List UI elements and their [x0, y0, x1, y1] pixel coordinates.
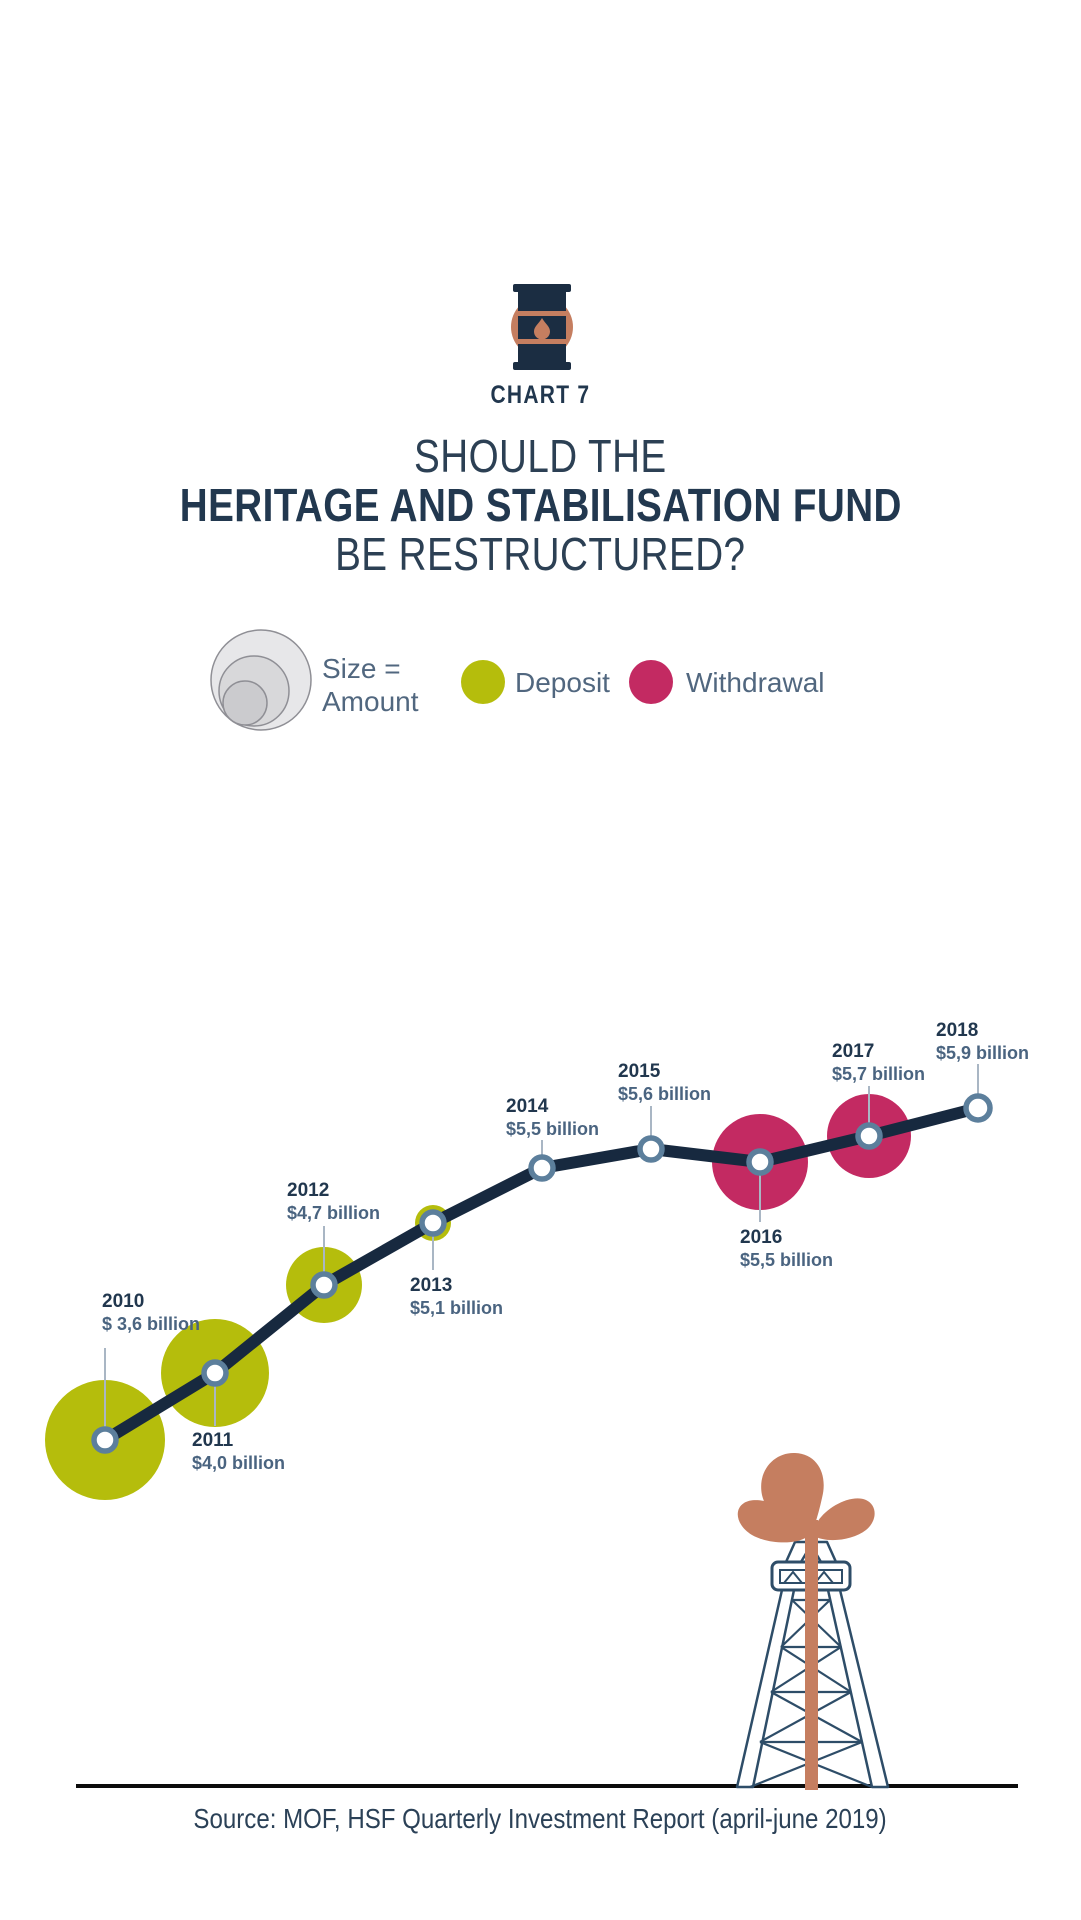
deposit-legend-swatch [461, 660, 505, 704]
label-connectors [104, 1064, 979, 1428]
point-label-2014: 2014 $5,5 billion [506, 1096, 600, 1139]
data-point-markers [91, 1093, 993, 1454]
ground-baseline [76, 1784, 1018, 1788]
legend-size-label: Size = Amount [322, 653, 419, 717]
point-label-2011: 2011 $4,0 billion [192, 1430, 286, 1473]
point-label-2018: 2018 $5,9 billion [936, 1020, 1030, 1063]
point-label-2015: 2015 $5,6 billion [618, 1061, 712, 1104]
withdrawal-legend-swatch [629, 660, 673, 704]
oil-derrick-icon [735, 1452, 890, 1790]
page-title-line1: SHOULD THE [414, 430, 667, 482]
point-label-2012: 2012 $4,7 billion [287, 1180, 381, 1223]
size-amount-bubbles-icon [210, 629, 312, 731]
deposit-legend-label: Deposit [515, 667, 610, 698]
page-title-line2: HERITAGE AND STABILISATION FUND [179, 479, 902, 531]
point-label-2016: 2016 $5,5 billion [740, 1227, 834, 1270]
oil-barrel-icon [511, 284, 573, 370]
oil-gusher-icon [737, 1452, 875, 1543]
point-label-2013: 2013 $5,1 billion [410, 1275, 504, 1318]
point-label-2017: 2017 $5,7 billion [832, 1041, 926, 1084]
oil-drop-icon [534, 318, 550, 340]
point-label-2010: 2010 $ 3,6 billion [102, 1291, 201, 1334]
page-title-line3: BE RESTRUCTURED? [335, 528, 746, 580]
derrick-pipe [805, 1520, 818, 1790]
withdrawal-legend-label: Withdrawal [686, 667, 825, 698]
chart-number-label: CHART 7 [490, 381, 591, 409]
source-caption: Source: MOF, HSF Quarterly Investment Re… [193, 1803, 888, 1834]
